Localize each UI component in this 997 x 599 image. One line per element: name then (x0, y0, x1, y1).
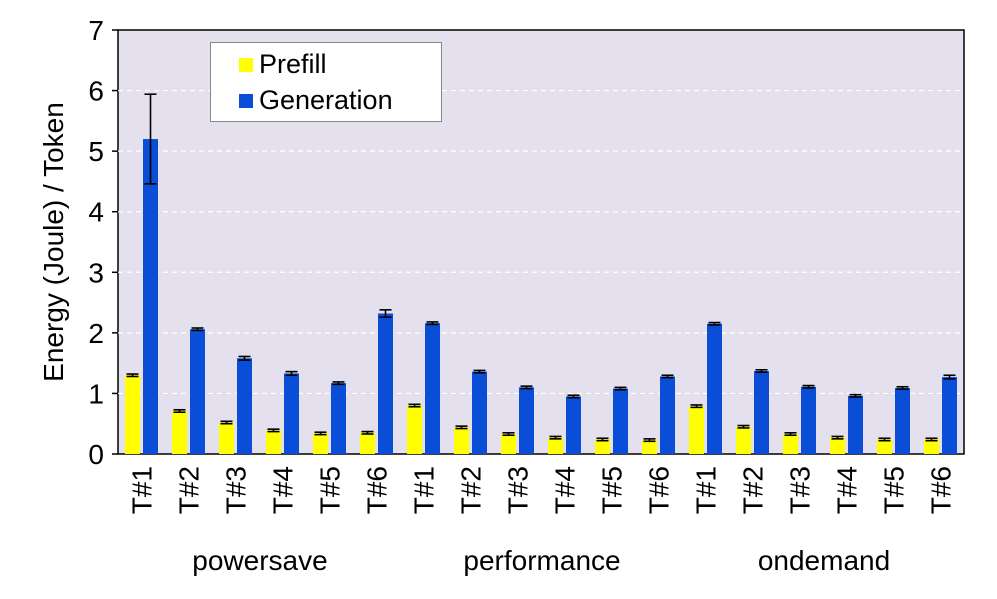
bar-generation (143, 139, 158, 454)
x-tick-label: T#3 (503, 466, 534, 514)
x-tick-label: T#4 (268, 466, 299, 514)
bars (125, 93, 957, 454)
bar-prefill (877, 439, 892, 454)
bar-generation (895, 387, 910, 454)
x-tick-label: T#6 (644, 466, 675, 514)
x-tick-label: T#6 (926, 466, 957, 514)
bar-generation (566, 396, 581, 454)
bar-generation (707, 323, 722, 454)
x-tick-label: T#1 (691, 466, 722, 514)
y-tick-label: 1 (88, 378, 104, 409)
bar-generation (237, 358, 252, 454)
y-tick-label: 2 (88, 318, 104, 349)
bar-prefill (595, 439, 610, 454)
y-tick-label: 3 (88, 257, 104, 288)
bar-prefill (360, 432, 375, 454)
group-label-powersave: powersave (192, 545, 328, 576)
x-tick-label: T#2 (174, 466, 205, 514)
legend-label-generation: Generation (259, 85, 393, 115)
group-label-performance: performance (463, 545, 621, 576)
group-label-ondemand: ondemand (757, 545, 891, 576)
bar-prefill (454, 427, 469, 454)
y-tick-label: 7 (88, 15, 104, 46)
bar-prefill (924, 439, 939, 454)
bar-generation (848, 395, 863, 454)
bar-generation (331, 383, 346, 454)
bar-generation (613, 388, 628, 454)
x-tick-label: T#3 (785, 466, 816, 514)
bar-generation (942, 377, 957, 454)
x-tick-label: T#4 (550, 466, 581, 514)
x-tick-label: T#2 (456, 466, 487, 514)
bar-prefill (736, 426, 751, 454)
legend: Prefill Generation (210, 42, 442, 122)
y-tick-label: 4 (88, 197, 104, 228)
bar-generation (754, 371, 769, 454)
legend-label-prefill: Prefill (259, 49, 327, 79)
bar-prefill (219, 422, 234, 454)
bar-prefill (313, 433, 328, 454)
bar-prefill (407, 405, 422, 454)
legend-swatch-generation (239, 93, 253, 108)
x-axis: T#1 T#2 T#3 T#4 T#5 T#6 T#1 T#2 T#3 T#4 T#5 T#6 T#1 T… (127, 466, 957, 514)
y-tick-label: 0 (88, 439, 104, 470)
bar-prefill (125, 375, 140, 454)
bar-prefill (548, 437, 563, 454)
bar-generation (519, 387, 534, 454)
y-tick-label: 6 (88, 76, 104, 107)
bar-prefill (501, 434, 516, 454)
bar-generation (472, 371, 487, 454)
bar-prefill (266, 430, 281, 454)
bar-generation (801, 386, 816, 454)
bar-prefill (642, 440, 657, 454)
legend-item-generation: Generation (239, 85, 393, 116)
legend-swatch-prefill (239, 57, 253, 72)
x-tick-label: T#4 (832, 466, 863, 514)
x-tick-label: T#5 (315, 466, 346, 514)
y-axis: 0 1 2 3 4 5 6 7 (88, 15, 118, 470)
bar-prefill (689, 406, 704, 454)
y-axis-label: Energy (Joule) / Token (38, 102, 69, 382)
bar-generation (190, 329, 205, 454)
gridlines (118, 89, 964, 395)
x-tick-label: T#1 (409, 466, 440, 514)
legend-item-prefill: Prefill (239, 49, 327, 80)
x-tick-label: T#6 (362, 466, 393, 514)
bar-prefill (783, 434, 798, 454)
x-tick-label: T#5 (597, 466, 628, 514)
bar-generation (660, 376, 675, 454)
bar-prefill (830, 437, 845, 454)
x-tick-label: T#1 (127, 466, 158, 514)
bar-generation (425, 323, 440, 454)
bar-generation (284, 373, 299, 454)
x-tick-label: T#5 (879, 466, 910, 514)
bar-prefill (172, 410, 187, 454)
bar-generation (378, 313, 393, 454)
x-tick-label: T#3 (221, 466, 252, 514)
x-tick-label: T#2 (738, 466, 769, 514)
y-tick-label: 5 (88, 136, 104, 167)
